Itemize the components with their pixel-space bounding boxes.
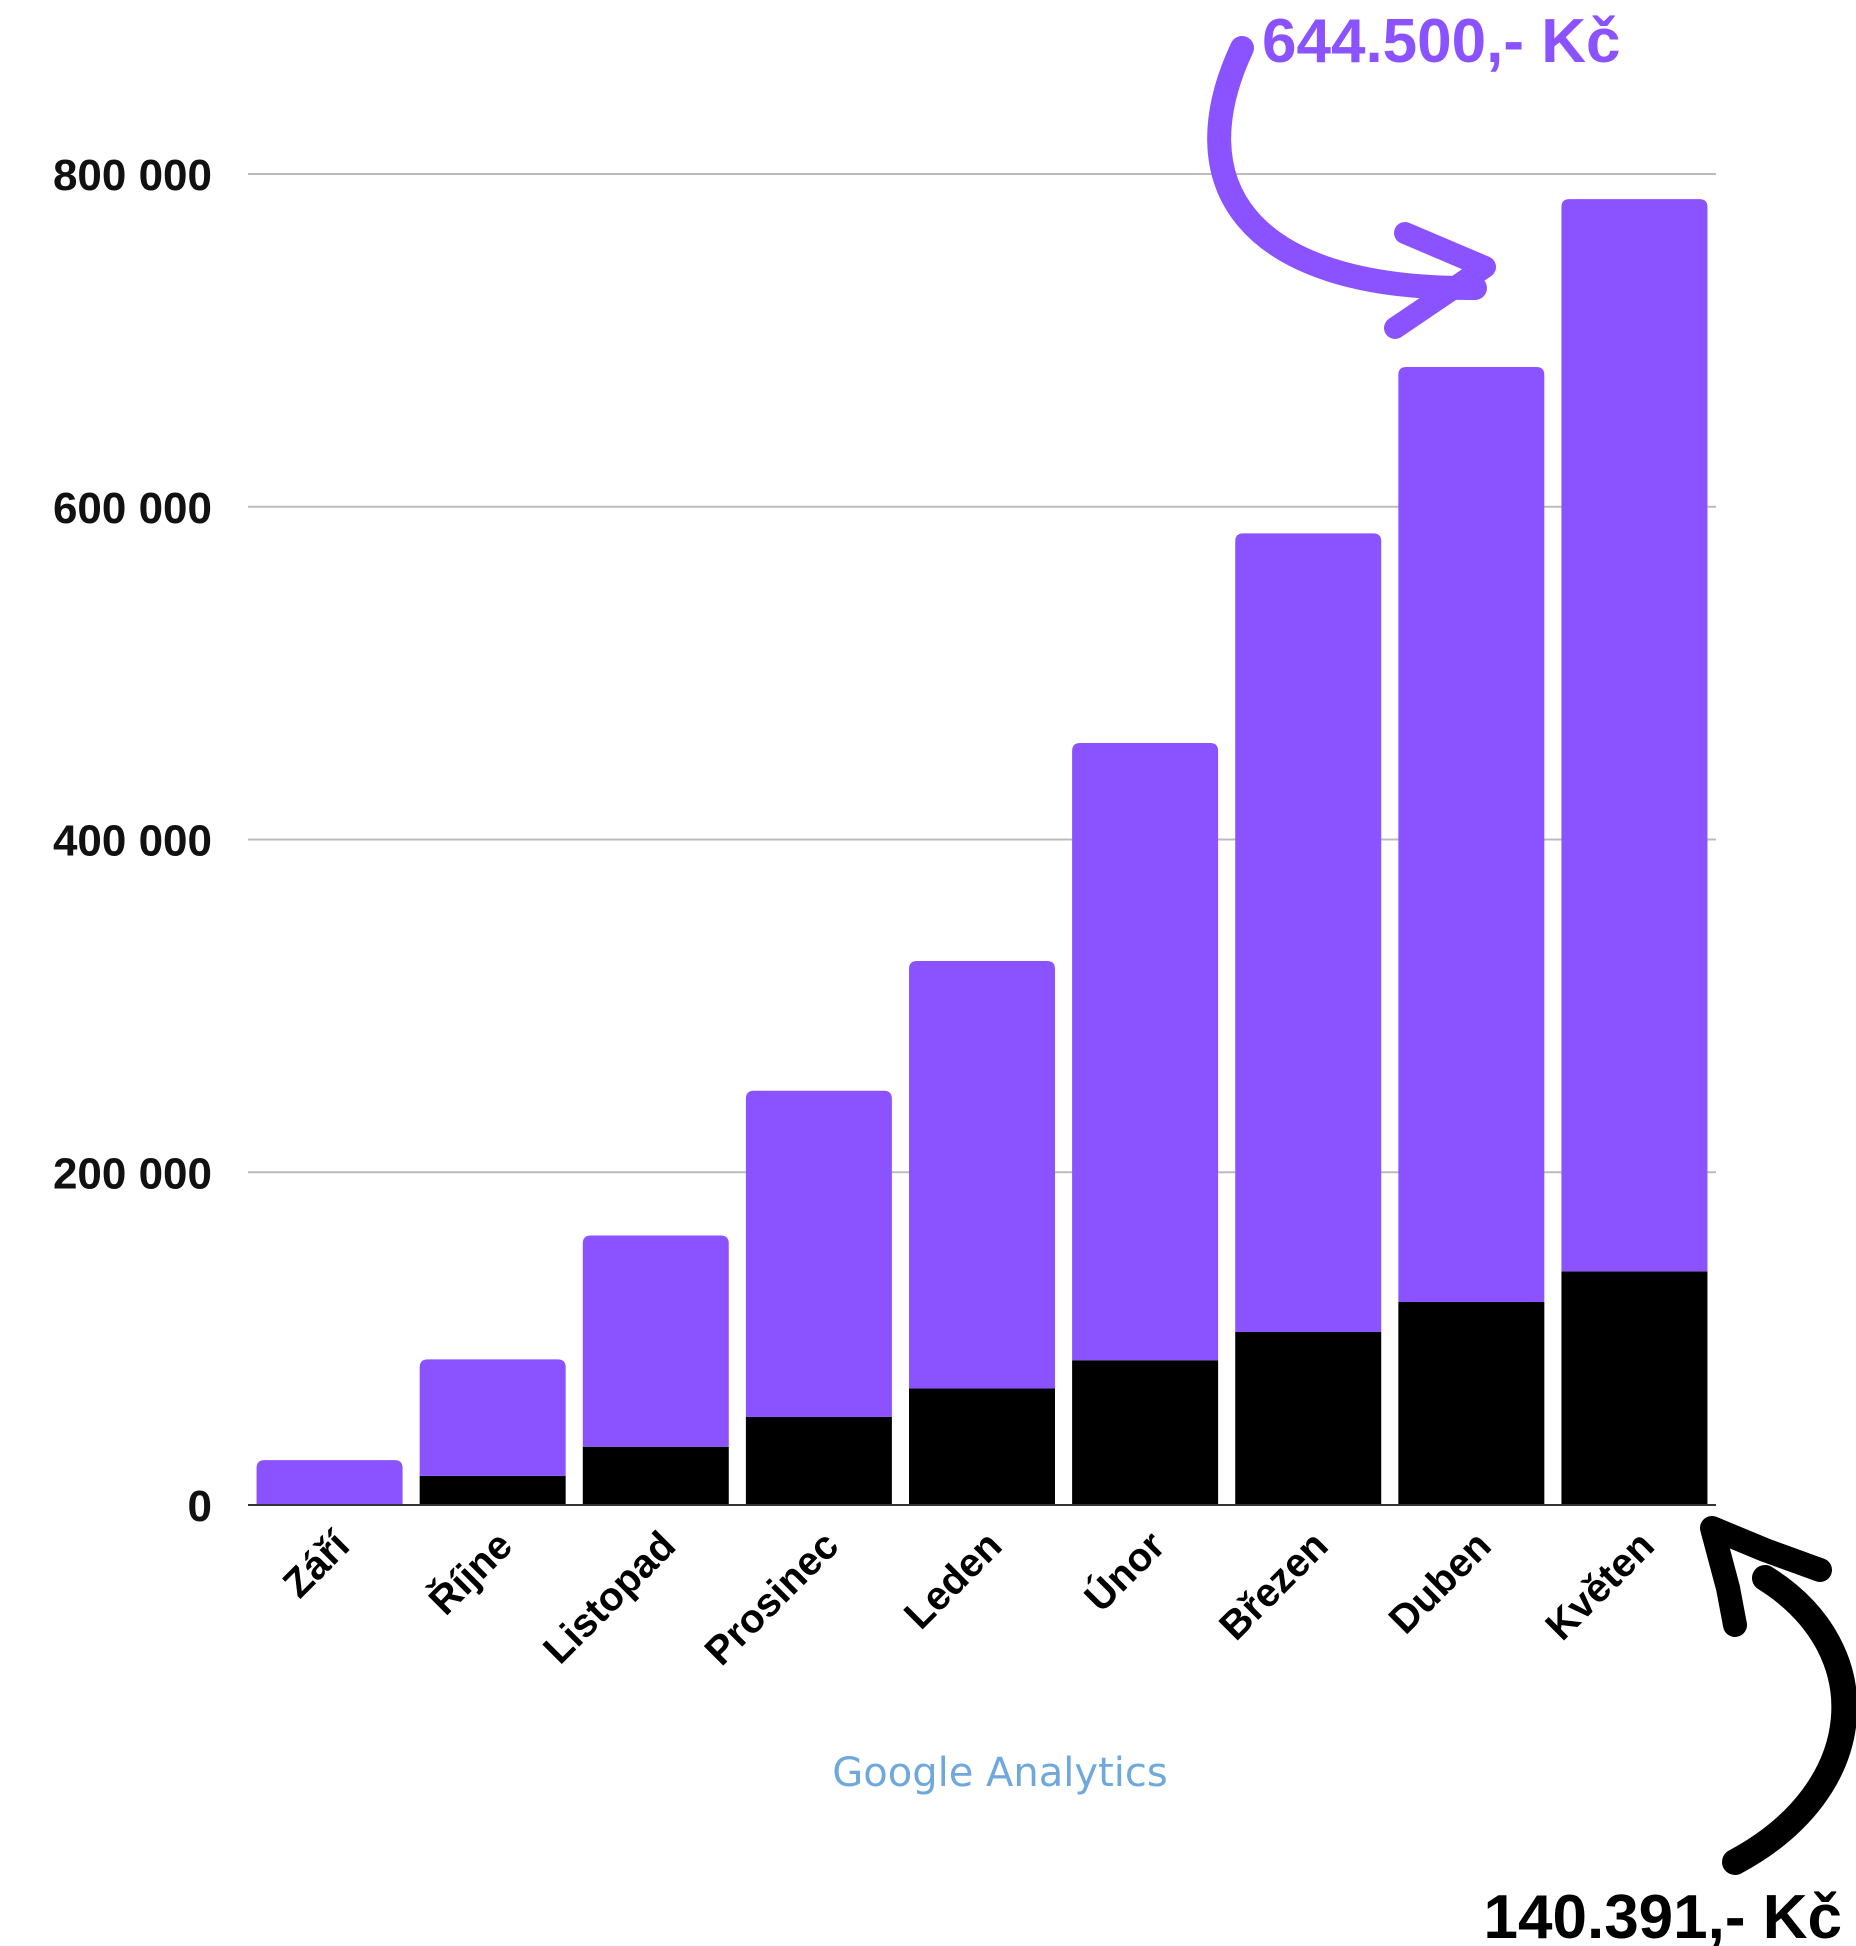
bar-segment xyxy=(1561,199,1708,1272)
x-category-label: Únor xyxy=(1075,1522,1174,1621)
bar-segment xyxy=(1561,1271,1708,1505)
x-category-label: Prosinec xyxy=(697,1523,848,1674)
bar-segment xyxy=(1072,1360,1219,1505)
y-tick-label: 800 000 xyxy=(53,151,212,200)
bottom-callout-arrowhead-icon xyxy=(1700,1516,1832,1637)
bar-segment xyxy=(582,1235,729,1447)
source-note: Google Analytics xyxy=(832,1750,1167,1796)
y-axis-tick-labels: 0 200 000 400 000 600 000 800 000 xyxy=(53,151,212,1531)
bar-segment xyxy=(582,1446,729,1505)
y-tick-label: 400 000 xyxy=(53,817,212,866)
x-category-label: Září xyxy=(275,1522,359,1606)
bar-segment xyxy=(745,1090,892,1417)
bar-segment xyxy=(745,1416,892,1505)
x-category-label: Duben xyxy=(1381,1523,1500,1642)
y-tick-label: 0 xyxy=(188,1482,212,1531)
bar-segment xyxy=(1398,1302,1545,1505)
bar-segment xyxy=(1235,1331,1382,1505)
bottom-callout-arrow-icon xyxy=(1722,1565,1856,1875)
x-category-label: Listopad xyxy=(535,1523,684,1672)
x-category-label: Květen xyxy=(1537,1523,1662,1648)
top-callout-arrow-icon xyxy=(1207,36,1487,301)
top-callout-label: 644.500,- Kč xyxy=(1262,7,1620,76)
x-category-label: Leden xyxy=(896,1523,1010,1637)
bar-segment xyxy=(909,960,1055,1389)
y-tick-label: 600 000 xyxy=(53,484,212,533)
bar-segment xyxy=(1398,366,1545,1303)
x-axis-category-labels: Září Říjne Listopad Prosinec Leden Únor Březen… xyxy=(275,1522,1663,1674)
top-callout-arrowhead-icon xyxy=(1384,222,1496,339)
x-category-label: Březen xyxy=(1211,1523,1336,1648)
bar-segment xyxy=(419,1475,566,1505)
x-category-label: Říjne xyxy=(419,1522,521,1624)
y-tick-label: 200 000 xyxy=(53,1149,212,1198)
bar-segment xyxy=(1235,533,1382,1332)
bar-segment xyxy=(419,1359,566,1476)
bar-segment xyxy=(256,1460,403,1505)
bars xyxy=(256,199,1708,1505)
bar-segment xyxy=(909,1388,1055,1505)
bottom-callout-label: 140.391,- Kč xyxy=(1484,1883,1842,1946)
bar-segment xyxy=(1072,743,1219,1361)
